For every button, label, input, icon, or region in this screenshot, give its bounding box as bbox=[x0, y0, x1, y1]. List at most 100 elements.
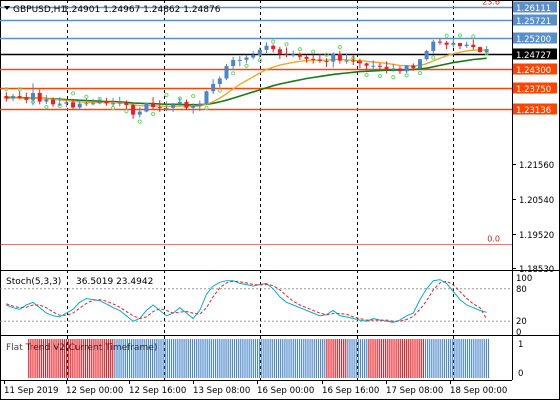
candle-body bbox=[477, 47, 482, 52]
stochastic-main-line bbox=[6, 279, 487, 323]
flat-trend-axis: 10 bbox=[518, 340, 523, 379]
flat-trend-bar bbox=[38, 339, 40, 378]
flat-trend-bar bbox=[72, 339, 74, 378]
candle-body bbox=[57, 103, 62, 105]
flat-trend-bar bbox=[328, 339, 330, 378]
flat-trend-bar bbox=[93, 339, 95, 378]
flat-trend-bar bbox=[147, 339, 149, 378]
flat-trend-bar bbox=[420, 339, 422, 378]
price-tag-box bbox=[513, 82, 557, 94]
flat-trend-bar bbox=[59, 339, 61, 378]
time-tick-label: 11 Sep 2019 bbox=[4, 386, 58, 396]
candle-body bbox=[384, 66, 389, 70]
parabolic-dot bbox=[70, 91, 76, 96]
flat-trend-bar bbox=[473, 339, 475, 378]
flat-trend-bar bbox=[483, 339, 485, 378]
flat-trend-bar bbox=[378, 339, 380, 378]
candle-body bbox=[411, 65, 416, 69]
candle-body bbox=[351, 60, 356, 62]
flat-trend-bar bbox=[355, 339, 357, 378]
candle-body bbox=[277, 49, 282, 54]
parabolic-dot bbox=[17, 87, 22, 92]
stochastic-tick-label: 100 bbox=[516, 274, 532, 284]
flat-trend-bar bbox=[231, 339, 233, 378]
flat-trend-bar bbox=[194, 339, 196, 378]
flat-trend-bar bbox=[424, 339, 427, 378]
flat-trend-bar bbox=[65, 339, 68, 378]
flat-trend-bar bbox=[110, 339, 112, 378]
flat-trend-bar bbox=[292, 339, 294, 378]
flat-trend-bar bbox=[256, 339, 259, 378]
candle-body bbox=[357, 61, 362, 64]
flat-trend-bar bbox=[156, 339, 158, 378]
flat-trend-bar bbox=[114, 339, 116, 378]
candle-body bbox=[397, 68, 402, 72]
flat-trend-bar bbox=[311, 339, 313, 378]
flat-trend-bar bbox=[330, 339, 332, 378]
price-tick-label: 1.19520 bbox=[519, 231, 554, 241]
flat-trend-bar bbox=[229, 339, 231, 378]
flat-trend-bar bbox=[485, 339, 487, 378]
stochastic-tick-label: 0 bbox=[516, 328, 521, 338]
flat-trend-bar bbox=[162, 339, 164, 378]
flat-trend-bar bbox=[471, 339, 473, 378]
fibo-label: 0.0 bbox=[487, 235, 500, 244]
flat-trend-bar bbox=[324, 339, 326, 378]
flat-trend-bar bbox=[61, 339, 63, 378]
flat-trend-bar bbox=[456, 339, 458, 378]
flat-trend-bar bbox=[154, 339, 156, 378]
price-tag-box bbox=[513, 63, 557, 75]
candle-body bbox=[111, 103, 116, 105]
time-tick-label: 12 Sep 00:00 bbox=[66, 386, 123, 396]
candle-body bbox=[377, 65, 382, 67]
candle-body bbox=[177, 101, 182, 105]
flat-trend-bar bbox=[336, 339, 338, 378]
candle-body bbox=[124, 102, 129, 106]
flat-trend-bar bbox=[277, 339, 280, 378]
flat-trend-bar bbox=[250, 339, 252, 378]
flat-trend-bar bbox=[118, 339, 120, 378]
flat-trend-bar bbox=[187, 339, 189, 378]
candle-body bbox=[84, 103, 89, 105]
flat-trend-bar bbox=[364, 339, 366, 378]
symbol-timeframe: GBPUSD,H1 bbox=[13, 5, 66, 15]
time-axis: 11 Sep 2019 12 Sep 00:00 12 Sep 16:00 13 Se… bbox=[4, 380, 507, 396]
flat-trend-bar bbox=[275, 339, 278, 378]
flat-trend-bar bbox=[437, 339, 439, 378]
flat-trend-bar bbox=[338, 339, 341, 378]
candle-body bbox=[251, 55, 256, 58]
flat-trend-bar bbox=[101, 339, 103, 378]
candle-body bbox=[451, 43, 456, 45]
candle-body bbox=[344, 60, 349, 62]
flat-trend-bar bbox=[227, 339, 229, 378]
flat-trend-bar bbox=[221, 339, 223, 378]
flat-trend-bar bbox=[481, 339, 483, 378]
parabolic-dot bbox=[164, 92, 169, 98]
flat-trend-bar bbox=[427, 339, 429, 378]
flat-trend-bar bbox=[380, 339, 382, 378]
flat-trend-bar bbox=[135, 339, 137, 378]
candle-body bbox=[24, 97, 29, 100]
chevron-down-icon[interactable] bbox=[4, 6, 10, 10]
flat-trend-bar bbox=[233, 339, 236, 378]
candle-body bbox=[371, 65, 376, 67]
flat-trend-bar bbox=[53, 339, 55, 378]
flat-trend-bar bbox=[133, 339, 135, 378]
flat-trend-bar bbox=[267, 339, 269, 378]
flat-trend-bar bbox=[452, 339, 454, 378]
parabolic-dot bbox=[124, 109, 129, 114]
flat-trend-window: 10 Flat Trend V2(Current Timeframe) bbox=[6, 339, 523, 379]
flat-trend-bar bbox=[76, 339, 78, 378]
candle-body bbox=[391, 68, 396, 70]
flat-trend-tick-label: 0 bbox=[518, 369, 523, 379]
flat-trend-bar bbox=[389, 339, 391, 378]
parabolic-dot bbox=[151, 111, 156, 117]
flat-trend-bar bbox=[418, 339, 420, 378]
flat-trend-bar bbox=[97, 339, 99, 378]
flat-trend-bar bbox=[406, 339, 408, 378]
flat-trend-bar bbox=[408, 339, 410, 378]
flat-trend-bar bbox=[80, 339, 82, 378]
parabolic-dot bbox=[84, 94, 89, 99]
flat-trend-bar bbox=[273, 339, 275, 378]
flat-trend-bar bbox=[160, 339, 162, 378]
